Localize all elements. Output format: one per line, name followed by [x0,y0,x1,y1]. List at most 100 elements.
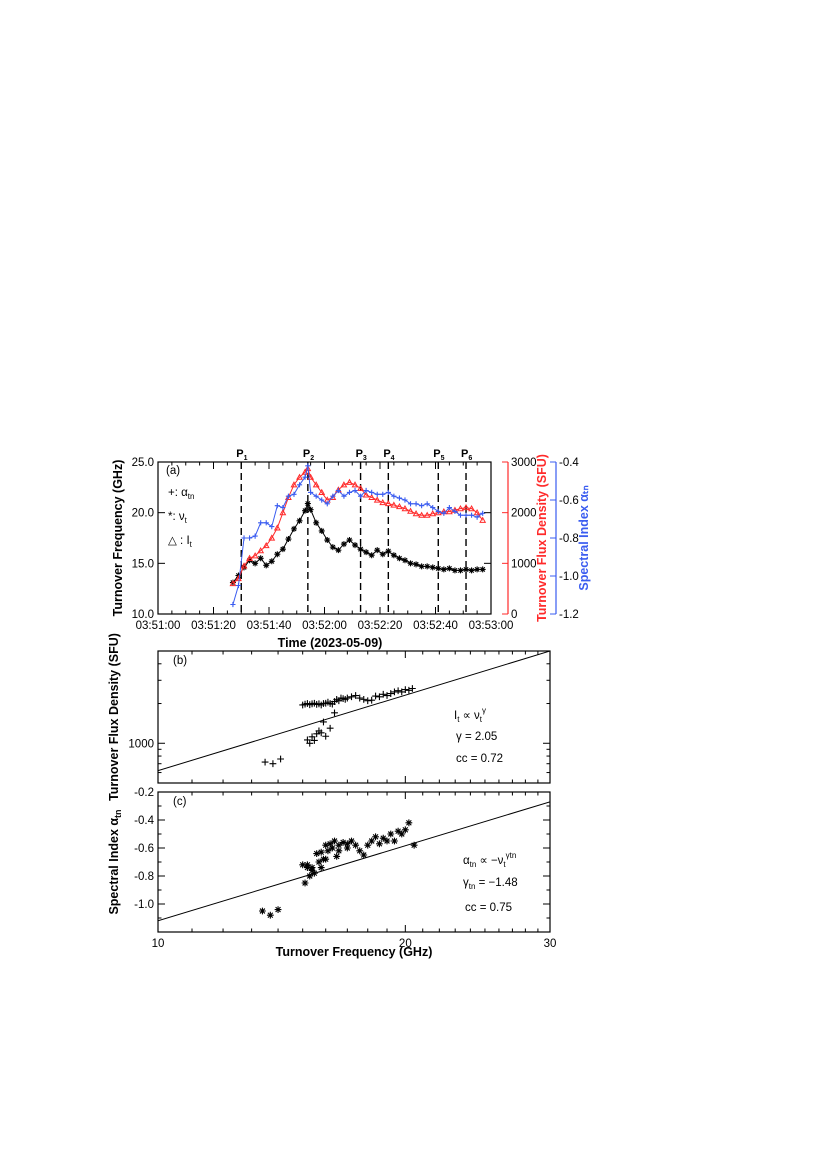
point-nu-t [307,506,314,513]
point-i-t [290,481,298,488]
scatter-point [343,840,351,848]
scatter-point [379,834,387,842]
peak-label: P4 [383,448,394,462]
point-nu-t [285,536,292,543]
point-alpha-tn [258,520,264,526]
point-nu-t [324,537,331,544]
point-alpha-tn [313,493,319,499]
peak-label: P3 [356,448,367,462]
point-alpha-tn [380,491,386,497]
scatter-point [348,837,355,845]
x-axis-title-frequency: Turnover Frequency (GHz) [276,945,433,959]
scatter-point [324,847,332,855]
scatter-point [383,837,391,845]
x-tick-label: 30 [544,938,557,950]
point-i-t [457,504,464,512]
scatter-point [401,686,409,694]
point-nu-t [413,561,420,568]
point-nu-t [429,564,436,571]
point-nu-t [474,566,481,573]
point-i-t [257,547,265,554]
point-alpha-tn [324,501,330,507]
point-i-t [251,552,259,559]
point-i-t [362,491,370,498]
y-tick-label: -0.2 [134,787,154,799]
panel-c-label: (c) [173,796,187,808]
scatter-point [310,737,318,744]
point-alpha-tn [452,508,458,514]
point-nu-t [407,560,414,567]
scatter-point [364,841,372,849]
x-tick-label: 20 [399,938,412,950]
peak-label: P2 [303,448,314,462]
peak-label: P5 [433,448,444,462]
scatter-point [315,727,323,735]
point-alpha-tn [285,493,292,499]
panel-b-annotation: It ∝ νtγ γ = 2.05 cc = 0.72 [454,706,503,765]
point-alpha-tn [235,582,242,589]
scatter-point [333,853,341,860]
scatter-point [322,732,330,740]
y-index-tick-label: -0.8 [559,533,579,545]
panel-a-frame [157,461,492,615]
scatter-point [331,837,338,845]
scatter-point [320,718,327,726]
point-alpha-tn [435,508,441,514]
point-i-t [401,504,409,512]
scatter-point [343,844,351,852]
peak-label: P6 [461,448,472,462]
point-nu-t [229,579,236,586]
peak-markers: P1 P2 P3 P4 P5 P6 [236,448,472,614]
scatter-point [360,851,368,859]
scatter-point [331,709,338,717]
x-tick-label: 03:53:00 [469,620,514,632]
point-nu-t [263,562,270,569]
point-nu-t [468,567,475,574]
point-i-t [390,501,398,508]
panel-b-flux-vs-frequency: 1000 (b) Turnover Flux Density (SFU) It … [107,633,551,801]
point-nu-t [435,565,442,572]
panel-a-ticks: 03:51:00 03:51:20 03:51:40 03:52:00 03:52:20… [132,457,580,632]
x-tick-label: 10 [152,938,165,950]
point-alpha-tn [363,487,369,494]
x-tick-label: 03:51:00 [136,620,181,632]
point-i-t [312,481,320,488]
scatter-point [387,690,395,697]
point-alpha-tn [263,520,269,526]
point-alpha-tn [385,489,391,495]
y-index-tick-label: -0.4 [559,457,579,469]
power-law-relation: It ∝ νtγ [454,706,486,724]
point-i-t [384,499,392,507]
point-alpha-tn [319,497,325,503]
y-flux-tick-label: 1000 [511,558,537,570]
point-i-t [262,541,270,549]
scatter-point [368,696,376,704]
point-nu-t [274,551,281,558]
x-tick-label: 03:52:40 [413,620,458,632]
point-nu-t [318,527,325,534]
point-i-t [418,511,426,518]
point-i-t [412,510,420,517]
scatter-point [317,864,325,871]
point-nu-t [268,558,275,565]
point-nu-t [424,563,431,570]
point-nu-t [241,564,248,571]
panel-c-annotation: αtn ∝ −νtγtn γtn = −1.48 cc = 0.75 [463,851,518,914]
point-alpha-tn [430,505,436,511]
scatter-point [408,685,416,692]
scatter-point [360,695,368,703]
scatter-point [277,755,284,763]
point-i-t [246,554,254,561]
panel-b-label: (b) [173,655,187,667]
point-i-t [445,508,453,515]
scatter-point [379,690,387,698]
scatter-point [401,826,409,834]
scatter-point [372,692,379,700]
point-nu-t [352,542,359,549]
point-alpha-tn [357,493,364,499]
point-nu-t [479,566,486,573]
scatter-point [335,841,343,849]
legend-entry: △ : It [168,535,193,549]
point-nu-t [304,500,311,507]
point-alpha-tn [419,503,425,509]
